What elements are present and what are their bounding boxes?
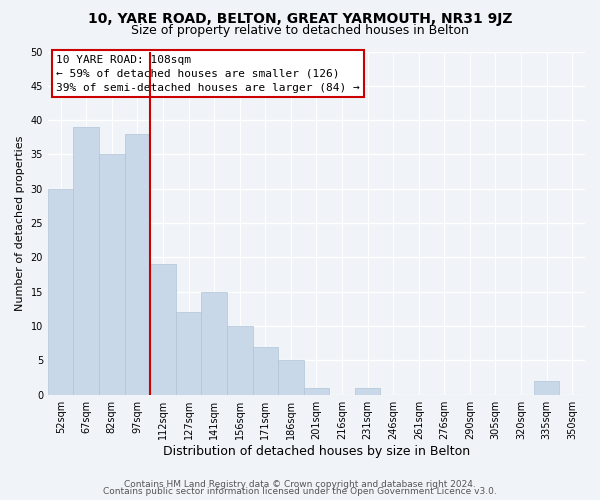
Bar [534,381,559,394]
Bar [202,292,227,395]
Text: Contains public sector information licensed under the Open Government Licence v3: Contains public sector information licen… [103,488,497,496]
Text: Contains HM Land Registry data © Crown copyright and database right 2024.: Contains HM Land Registry data © Crown c… [124,480,476,489]
Text: 10 YARE ROAD: 108sqm
← 59% of detached houses are smaller (126)
39% of semi-deta: 10 YARE ROAD: 108sqm ← 59% of detached h… [56,55,360,93]
Bar [150,264,176,394]
X-axis label: Distribution of detached houses by size in Belton: Distribution of detached houses by size … [163,444,470,458]
Bar [253,346,278,395]
Text: Size of property relative to detached houses in Belton: Size of property relative to detached ho… [131,24,469,37]
Bar [227,326,253,394]
Bar [278,360,304,394]
Y-axis label: Number of detached properties: Number of detached properties [15,136,25,311]
Bar [176,312,202,394]
Bar [125,134,150,394]
Bar [304,388,329,394]
Bar [73,127,99,394]
Bar [48,189,73,394]
Text: 10, YARE ROAD, BELTON, GREAT YARMOUTH, NR31 9JZ: 10, YARE ROAD, BELTON, GREAT YARMOUTH, N… [88,12,512,26]
Bar [99,154,125,394]
Bar [355,388,380,394]
